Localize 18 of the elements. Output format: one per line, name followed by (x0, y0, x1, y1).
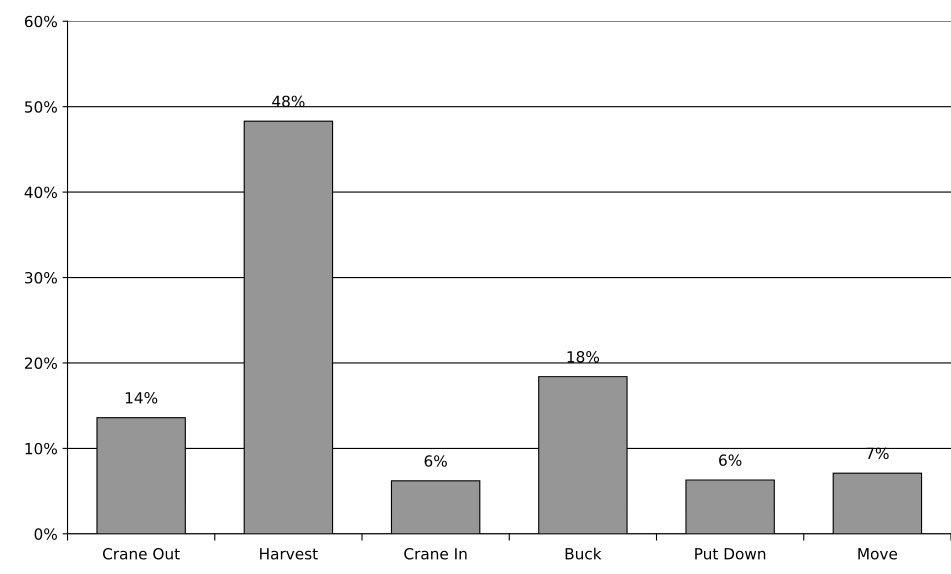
x-tick-label: Harvest (260, 548, 318, 560)
data-label: 48% (272, 96, 305, 108)
y-tick-label: 30% (25, 272, 57, 284)
x-tick-label: Move (858, 548, 898, 560)
data-label: 18% (568, 351, 600, 363)
data-label: 14% (126, 392, 158, 404)
y-tick-label: 40% (24, 186, 57, 198)
x-tick-label: Buck (566, 548, 602, 560)
x-tick-label: Put Down (695, 548, 766, 560)
data-label: 6% (719, 454, 742, 466)
x-tick-label: Crane Out (103, 548, 180, 560)
x-tick-label: Crane In (404, 548, 467, 560)
y-tick-label: 10% (26, 442, 57, 454)
y-tick-label: 0% (34, 528, 57, 540)
y-tick-label: 50% (25, 101, 57, 113)
y-tick-label: 20% (24, 357, 57, 369)
y-tick-label: 60% (24, 16, 57, 28)
data-label: 6% (424, 455, 447, 467)
